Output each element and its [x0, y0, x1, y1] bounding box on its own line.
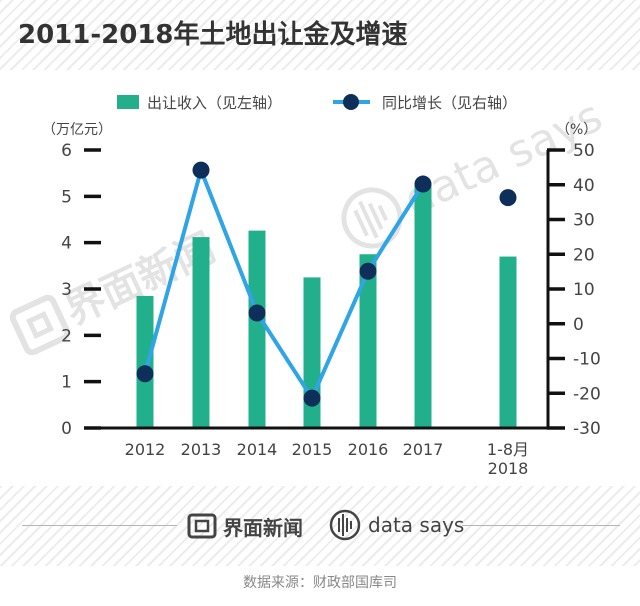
growth-point-3	[303, 389, 321, 407]
growth-point-0	[136, 365, 154, 383]
data-source: 数据来源：财政部国库司	[243, 575, 397, 591]
bar-1	[192, 237, 210, 428]
brand-band	[0, 486, 640, 566]
brand-jiemian-text: 界面新闻	[223, 515, 303, 540]
legend-bar-label: 出让收入（见左轴）	[147, 94, 282, 112]
left-axis-tick-label: 4	[61, 234, 72, 254]
right-axis-tick-label: -30	[573, 419, 601, 439]
watermark-jiemian: 界面新闻	[9, 225, 222, 356]
bars	[136, 184, 517, 428]
growth-line-series	[136, 161, 517, 407]
left-axis-tick-label: 0	[61, 419, 72, 439]
chart-title: 2011-2018年土地出让金及增速	[18, 20, 408, 50]
growth-line	[143, 168, 425, 401]
growth-point-5	[414, 175, 432, 193]
footer-divider-left	[22, 525, 177, 526]
bar-4	[359, 254, 377, 428]
right-axis-unit: （%）	[556, 122, 597, 138]
x-axis-label-2: 2014	[237, 440, 278, 459]
right-axis-tick-label: 0	[573, 315, 584, 335]
footer-divider-right	[462, 525, 620, 526]
left-axis-unit: （万亿元）	[42, 122, 112, 138]
x-axis-label-5: 2017	[403, 440, 444, 459]
chart: 界面新闻 data says 出让收入（见左轴） 同比增长（见右轴） （万亿元）…	[9, 91, 610, 478]
datasays-logo-icon	[329, 509, 361, 541]
growth-point-2	[248, 304, 266, 322]
bar-2	[248, 230, 266, 428]
right-axis-tick-label: 10	[573, 280, 595, 300]
title-band	[0, 0, 640, 70]
legend-line-label: 同比增长（见右轴）	[382, 94, 517, 112]
growth-point-1	[192, 161, 210, 179]
right-axis-tick-label: -10	[573, 350, 601, 370]
right-axis-tick-label: 40	[573, 176, 595, 196]
left-axis-tick-label: 2	[61, 326, 72, 346]
brand-jiemian: 界面新闻	[187, 511, 303, 541]
bar-6	[499, 256, 517, 428]
legend: 出让收入（见左轴） 同比增长（见右轴）	[117, 94, 517, 112]
legend-line-marker	[343, 94, 359, 110]
left-axis-tick-label: 6	[61, 141, 72, 161]
brand-datasays: data says	[328, 508, 464, 542]
x-axis-label-4: 2016	[348, 440, 389, 459]
brand-datasays-text: data says	[368, 513, 465, 537]
legend-bar-swatch	[117, 95, 139, 109]
jiemian-logo-icon	[187, 513, 217, 539]
right-axis-tick-label: 50	[573, 141, 595, 161]
watermark-datasays: data says	[341, 91, 610, 249]
right-axis-tick-label: 20	[573, 245, 595, 265]
bar-0	[136, 295, 154, 428]
right-axis: -30 -20 -10 0 10 20 30 40 50	[546, 141, 601, 439]
right-axis-tick-label: 30	[573, 211, 595, 231]
bar-5	[414, 184, 432, 428]
left-axis-tick-label: 5	[61, 187, 72, 207]
left-axis-tick-label: 3	[61, 280, 72, 300]
right-axis-tick-label: -20	[573, 384, 601, 404]
growth-point-4	[359, 262, 377, 280]
x-axis-label-0: 2012	[125, 440, 166, 459]
left-axis: 0 1 2 3 4 5 6	[61, 141, 101, 439]
x-axis-label-1: 2013	[181, 440, 222, 459]
growth-point-6	[499, 189, 517, 207]
x-axis-label-3: 2015	[292, 440, 333, 459]
x-axis-labels: 2012 2013 2014 2015 2016 2017 1-8月 2018	[125, 440, 529, 478]
x-axis-label-6: 1-8月 2018	[487, 440, 529, 478]
left-axis-tick-label: 1	[61, 373, 72, 393]
